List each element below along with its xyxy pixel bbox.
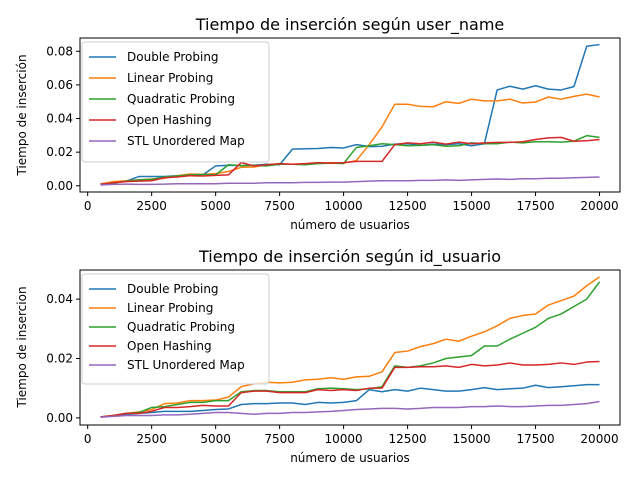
plot-area bbox=[100, 43, 600, 186]
legend: Double Probing Linear Probing Quadratic Pr… bbox=[81, 41, 270, 163]
x-tick-label: 2500 bbox=[136, 199, 167, 213]
y-tick-label: 0.00 bbox=[46, 179, 73, 193]
x-tick-label: 20000 bbox=[580, 432, 618, 446]
series-line-double-probing bbox=[100, 383, 600, 418]
series-line-linear-probing bbox=[100, 276, 600, 418]
legend: Double Probing Linear Probing Quadratic Pr… bbox=[81, 273, 270, 385]
x-tick-label: 7500 bbox=[264, 432, 295, 446]
chart-bottom: Tiempo de inserción según id_usuario 0 25… bbox=[15, 247, 621, 465]
legend-label: Open Hashing bbox=[127, 113, 212, 127]
series-line-quadratic-probing bbox=[100, 281, 601, 418]
x-tick-label: 15000 bbox=[452, 199, 490, 213]
legend-label: STL Unordered Map bbox=[127, 134, 245, 148]
x-tick-label: 15000 bbox=[452, 432, 490, 446]
legend-label: Double Probing bbox=[127, 282, 219, 296]
y-ticks: 0.00 0.02 0.04 0.06 0.08 bbox=[46, 44, 80, 193]
y-tick-label: 0.04 bbox=[46, 112, 73, 126]
axes-frame bbox=[79, 37, 621, 193]
legend-label: Open Hashing bbox=[127, 339, 212, 353]
x-tick-label: 5000 bbox=[200, 199, 231, 213]
x-tick-label: 12500 bbox=[388, 432, 426, 446]
legend-label: STL Unordered Map bbox=[127, 358, 245, 372]
legend-label: Double Probing bbox=[127, 50, 219, 64]
x-tick-label: 5000 bbox=[200, 432, 231, 446]
legend-frame bbox=[81, 41, 270, 163]
chart-title: Tiempo de inserción según user_name bbox=[195, 15, 505, 35]
x-tick-label: 10000 bbox=[325, 199, 363, 213]
y-tick-label: 0.06 bbox=[46, 78, 73, 92]
x-tick-label: 17500 bbox=[516, 432, 554, 446]
y-tick-label: 0.08 bbox=[46, 44, 73, 58]
series-line-open-hashing bbox=[100, 360, 600, 418]
y-tick-label: 0.00 bbox=[46, 411, 73, 425]
chart-top: Tiempo de inserción según user_name 0 250… bbox=[15, 15, 621, 232]
x-axis-label: número de usuarios bbox=[290, 451, 410, 465]
x-tick-label: 0 bbox=[84, 199, 92, 213]
axes-frame bbox=[79, 269, 621, 426]
y-axis-label: Tiempo de inserción bbox=[15, 54, 29, 176]
y-axis-label: Tiempo de insercion bbox=[15, 286, 29, 408]
x-tick-label: 10000 bbox=[325, 432, 363, 446]
series-line-stl-unordered-map bbox=[100, 400, 600, 419]
legend-label: Quadratic Probing bbox=[127, 92, 235, 106]
x-ticks: 0 2500 5000 7500 10000 12500 15000 17500 20000 bbox=[84, 425, 619, 446]
x-tick-label: 7500 bbox=[264, 199, 295, 213]
y-tick-label: 0.02 bbox=[46, 351, 73, 365]
legend-label: Quadratic Probing bbox=[127, 320, 235, 334]
y-ticks: 0.00 0.02 0.04 bbox=[46, 292, 80, 425]
legend-label: Linear Probing bbox=[127, 71, 213, 85]
chart-title: Tiempo de inserción según id_usuario bbox=[198, 247, 501, 267]
x-axis-label: número de usuarios bbox=[290, 218, 410, 232]
legend-frame bbox=[81, 273, 270, 385]
x-tick-label: 2500 bbox=[136, 432, 167, 446]
x-tick-label: 20000 bbox=[580, 199, 618, 213]
series-line-stl-unordered-map bbox=[100, 176, 600, 186]
legend-label: Linear Probing bbox=[127, 301, 213, 315]
x-tick-label: 12500 bbox=[388, 199, 426, 213]
plot-area bbox=[100, 276, 601, 419]
series-line-open-hashing bbox=[100, 136, 600, 186]
x-tick-label: 17500 bbox=[516, 199, 554, 213]
x-tick-label: 0 bbox=[84, 432, 92, 446]
x-ticks: 0 2500 5000 7500 10000 12500 15000 17500 20000 bbox=[84, 192, 619, 213]
y-tick-label: 0.04 bbox=[46, 292, 73, 306]
y-tick-label: 0.02 bbox=[46, 145, 73, 159]
